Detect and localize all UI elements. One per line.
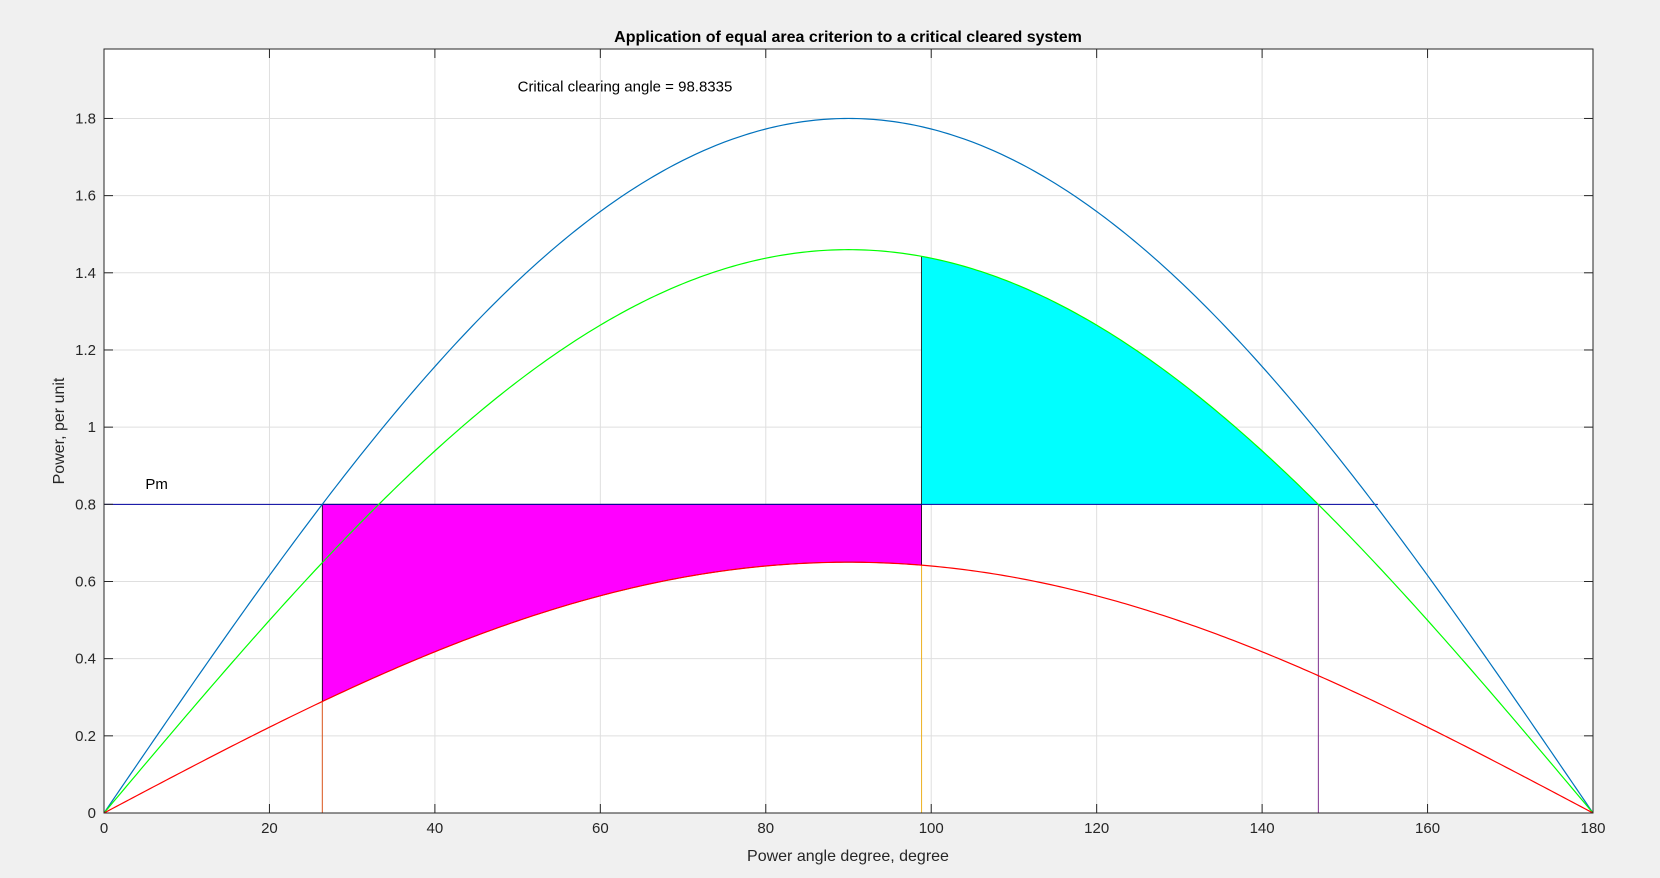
curve-duringfault — [103, 561, 1594, 814]
decelerating-area — [921, 256, 1319, 505]
power-curves — [103, 117, 1594, 814]
y-axis-label: Power, per unit — [51, 377, 68, 484]
x-tick-label: 20 — [261, 820, 278, 837]
y-tick-label: 0.6 — [75, 573, 96, 590]
pm-label: Pm — [145, 476, 168, 493]
y-tick-label: 0.2 — [75, 728, 96, 745]
axis-ticks: 0 20 40 60 80 100 120 140 160 180 0 0.2 0.4 0.6 0.8 1 1.… — [75, 49, 1606, 837]
y-tick-label: 1 — [88, 419, 96, 436]
x-tick-label: 140 — [1250, 820, 1275, 837]
x-tick-label: 40 — [427, 820, 444, 837]
y-tick-label: 0.8 — [75, 496, 96, 513]
plot-area-border — [103, 48, 1594, 814]
y-tick-label: 1.2 — [75, 342, 96, 359]
x-tick-label: 80 — [757, 820, 774, 837]
chart-title: Application of equal area criterion to a… — [614, 29, 1082, 46]
x-tick-label: 0 — [100, 820, 108, 837]
y-tick-label: 1.4 — [75, 265, 96, 282]
x-tick-label: 160 — [1415, 820, 1440, 837]
x-tick-label: 180 — [1580, 820, 1605, 837]
curve-prefault — [103, 117, 1594, 814]
curve-postfault — [103, 249, 1594, 814]
x-axis-label: Power angle degree, degree — [747, 848, 949, 865]
critical-angle-annotation: Critical clearing angle = 98.8335 — [518, 78, 733, 95]
x-tick-label: 100 — [919, 820, 944, 837]
y-tick-label: 1.8 — [75, 110, 96, 127]
y-tick-label: 0 — [88, 805, 96, 822]
angle-markers — [321, 504, 1319, 813]
x-tick-label: 120 — [1084, 820, 1109, 837]
x-tick-label: 60 — [592, 820, 609, 837]
y-tick-label: 0.4 — [75, 651, 96, 668]
y-tick-label: 1.6 — [75, 188, 96, 205]
